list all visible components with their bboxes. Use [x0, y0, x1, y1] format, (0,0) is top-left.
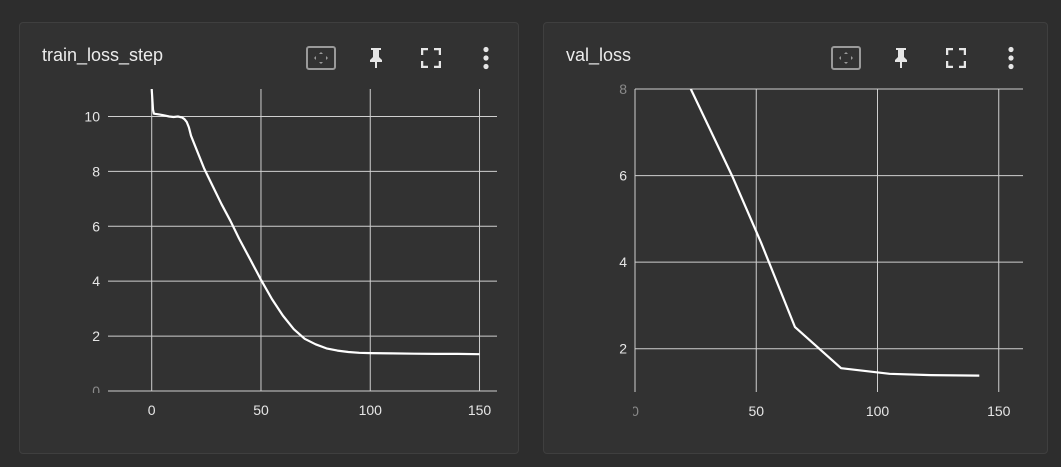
fullscreen-button[interactable] — [939, 41, 973, 75]
fit-domain-icon — [831, 46, 861, 70]
series-line — [150, 89, 480, 356]
x-tick-label: 150 — [987, 403, 1011, 419]
clip-mask — [20, 393, 106, 433]
fit-domain-icon — [306, 46, 336, 70]
pin-icon — [370, 48, 382, 68]
more-options-button[interactable] — [469, 41, 503, 75]
y-tick-label: 2 — [619, 341, 627, 357]
fullscreen-icon — [421, 48, 441, 68]
grid — [108, 89, 497, 392]
pin-button[interactable] — [359, 41, 393, 75]
y-tick-label: 4 — [619, 254, 627, 270]
tick-labels: 0 50 100 150 2 4 6 8 — [619, 81, 1010, 419]
more-vert-icon — [1008, 46, 1014, 70]
y-tick-label: 8 — [92, 163, 100, 179]
pin-icon — [895, 48, 907, 68]
x-tick-label: 50 — [253, 402, 269, 418]
chart-card-val-loss: val_loss 0 50 100 150 2 4 6 8 — [543, 22, 1048, 454]
fullscreen-button[interactable] — [414, 41, 448, 75]
y-tick-label: 0 — [92, 383, 100, 399]
grid — [634, 88, 1023, 392]
y-tick-label: 8 — [619, 81, 627, 97]
x-tick-label: 0 — [631, 403, 639, 419]
fit-domain-button[interactable] — [829, 41, 863, 75]
tick-labels: 0 50 100 150 0 2 4 6 8 10 — [84, 108, 491, 418]
chart-title: train_loss_step — [42, 45, 164, 65]
x-tick-label: 50 — [748, 403, 764, 419]
x-tick-label: 150 — [468, 402, 492, 418]
y-tick-label: 6 — [619, 168, 627, 184]
y-tick-label: 4 — [92, 273, 100, 289]
fit-domain-button[interactable] — [304, 41, 338, 75]
x-tick-label: 0 — [148, 402, 156, 418]
x-tick-label: 100 — [866, 403, 890, 419]
more-vert-icon — [483, 46, 489, 70]
series-line — [689, 89, 980, 377]
val-loss-chart: 0 50 100 150 2 4 6 8 — [544, 81, 1023, 434]
pin-button[interactable] — [884, 41, 918, 75]
chart-card-train-loss-step: train_loss_step 0 50 100 150 0 2 4 6 8 10 — [19, 22, 519, 454]
y-tick-label: 10 — [84, 108, 100, 124]
more-options-button[interactable] — [994, 41, 1028, 75]
y-tick-label: 2 — [92, 328, 100, 344]
train-loss-step-chart: 0 50 100 150 0 2 4 6 8 10 — [20, 89, 497, 433]
fullscreen-icon — [946, 48, 966, 68]
chart-title: val_loss — [566, 45, 632, 65]
y-tick-label: 6 — [92, 218, 100, 234]
x-tick-label: 100 — [359, 402, 383, 418]
clip-mask — [544, 394, 633, 434]
